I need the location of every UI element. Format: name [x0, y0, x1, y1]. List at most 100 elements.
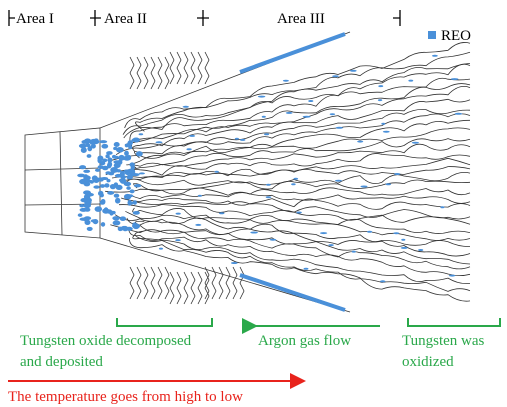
- reo-particle: [367, 230, 373, 233]
- grain-cluster: [143, 266, 149, 300]
- reo-particle: [107, 162, 112, 169]
- reo-particle: [293, 177, 299, 180]
- grain-cluster: [232, 266, 238, 300]
- grain-line: [128, 237, 471, 302]
- grain-line: [123, 63, 471, 139]
- grain-cluster: [164, 56, 170, 90]
- area-label: Area I: [16, 11, 54, 27]
- reo-particle: [108, 171, 115, 176]
- reo-particle: [357, 140, 364, 143]
- reo-particle: [123, 155, 131, 161]
- grain-cluster: [157, 56, 163, 90]
- reo-particle: [100, 199, 106, 204]
- reo-particle: [107, 190, 115, 195]
- reo-particle: [382, 130, 390, 133]
- reo-particle: [78, 143, 87, 149]
- reo-particle: [99, 184, 106, 188]
- reo-particle: [129, 162, 135, 167]
- reo-particle: [448, 274, 456, 277]
- grain-cluster: [129, 56, 135, 90]
- grain-cluster: [204, 266, 210, 300]
- reo-particle: [351, 250, 356, 253]
- reo-particle: [97, 155, 104, 161]
- grain-line: [128, 227, 471, 277]
- reo-particle: [257, 95, 266, 98]
- reo-particle: [124, 150, 129, 156]
- grain-line: [131, 192, 471, 204]
- reo-particle: [113, 141, 120, 148]
- reo-particle: [89, 141, 96, 145]
- grain-cluster: [190, 51, 196, 85]
- reo-particle: [239, 138, 246, 141]
- grain-line: [111, 157, 471, 179]
- grain-cluster: [136, 266, 142, 300]
- grain-line: [133, 113, 471, 159]
- grain-line: [124, 42, 471, 129]
- reo-particle: [400, 246, 408, 249]
- reo-particle: [378, 85, 384, 88]
- reo-particle: [128, 145, 133, 150]
- reo-particles: [77, 54, 463, 283]
- grain-line: [105, 187, 471, 196]
- reo-particle: [94, 168, 101, 172]
- grain-cluster: [136, 56, 142, 90]
- reo-particle: [99, 140, 108, 144]
- reo-particle: [136, 151, 143, 157]
- reo-particle: [261, 115, 266, 118]
- reo-particle: [95, 177, 103, 181]
- reo-particle: [132, 137, 140, 143]
- reo-particle: [379, 280, 386, 283]
- reo-particle: [138, 133, 144, 136]
- reo-particle: [90, 143, 96, 149]
- reo-particle: [84, 207, 91, 212]
- reo-particle: [79, 204, 85, 208]
- reo-particle: [175, 212, 181, 215]
- reo-particle: [266, 183, 271, 186]
- reo-particle: [335, 126, 344, 129]
- reo-particle: [119, 178, 127, 184]
- reo-particle: [230, 262, 238, 264]
- grain-line: [135, 220, 471, 265]
- reo-particle: [112, 155, 120, 160]
- grain-line: [132, 98, 471, 152]
- reo-particle: [87, 192, 92, 197]
- grain-line: [121, 197, 471, 210]
- reo-particle: [103, 207, 109, 214]
- grain-cluster: [164, 266, 170, 300]
- reo-particle: [128, 201, 134, 205]
- reo-particle: [133, 183, 142, 188]
- reo-particle: [115, 184, 123, 190]
- reo-particle: [126, 174, 133, 180]
- microstructure-sketch: [24, 31, 471, 313]
- reo-particle: [106, 151, 113, 155]
- reo-particle: [450, 78, 459, 81]
- grain-cluster: [218, 266, 224, 300]
- legend-swatch: [428, 31, 436, 39]
- reo-particle: [100, 222, 106, 227]
- reo-particle: [332, 75, 339, 78]
- grain-line: [108, 119, 471, 162]
- reo-particle: [123, 193, 132, 200]
- reo-band: [239, 32, 346, 74]
- reo-particle: [302, 115, 311, 118]
- grain-cluster: [225, 266, 231, 300]
- area-dividers: [8, 10, 401, 26]
- reo-particle: [381, 122, 386, 125]
- reo-particle: [77, 213, 83, 217]
- reo-particle: [408, 79, 414, 82]
- grain-cluster: [183, 51, 189, 85]
- reo-particle: [393, 232, 400, 235]
- reo-particle: [77, 173, 86, 178]
- reo-particle: [90, 219, 98, 223]
- reo-particle: [84, 143, 91, 147]
- grain-cluster: [169, 51, 175, 85]
- grain-cluster: [150, 266, 156, 300]
- grain-line: [132, 138, 471, 169]
- reo-particle: [110, 166, 119, 173]
- grain-cluster: [176, 51, 182, 85]
- reo-particle: [158, 247, 164, 250]
- reo-particle: [127, 168, 136, 175]
- grain-line: [132, 200, 471, 220]
- reo-particle: [84, 219, 91, 226]
- reo-particle: [118, 154, 125, 161]
